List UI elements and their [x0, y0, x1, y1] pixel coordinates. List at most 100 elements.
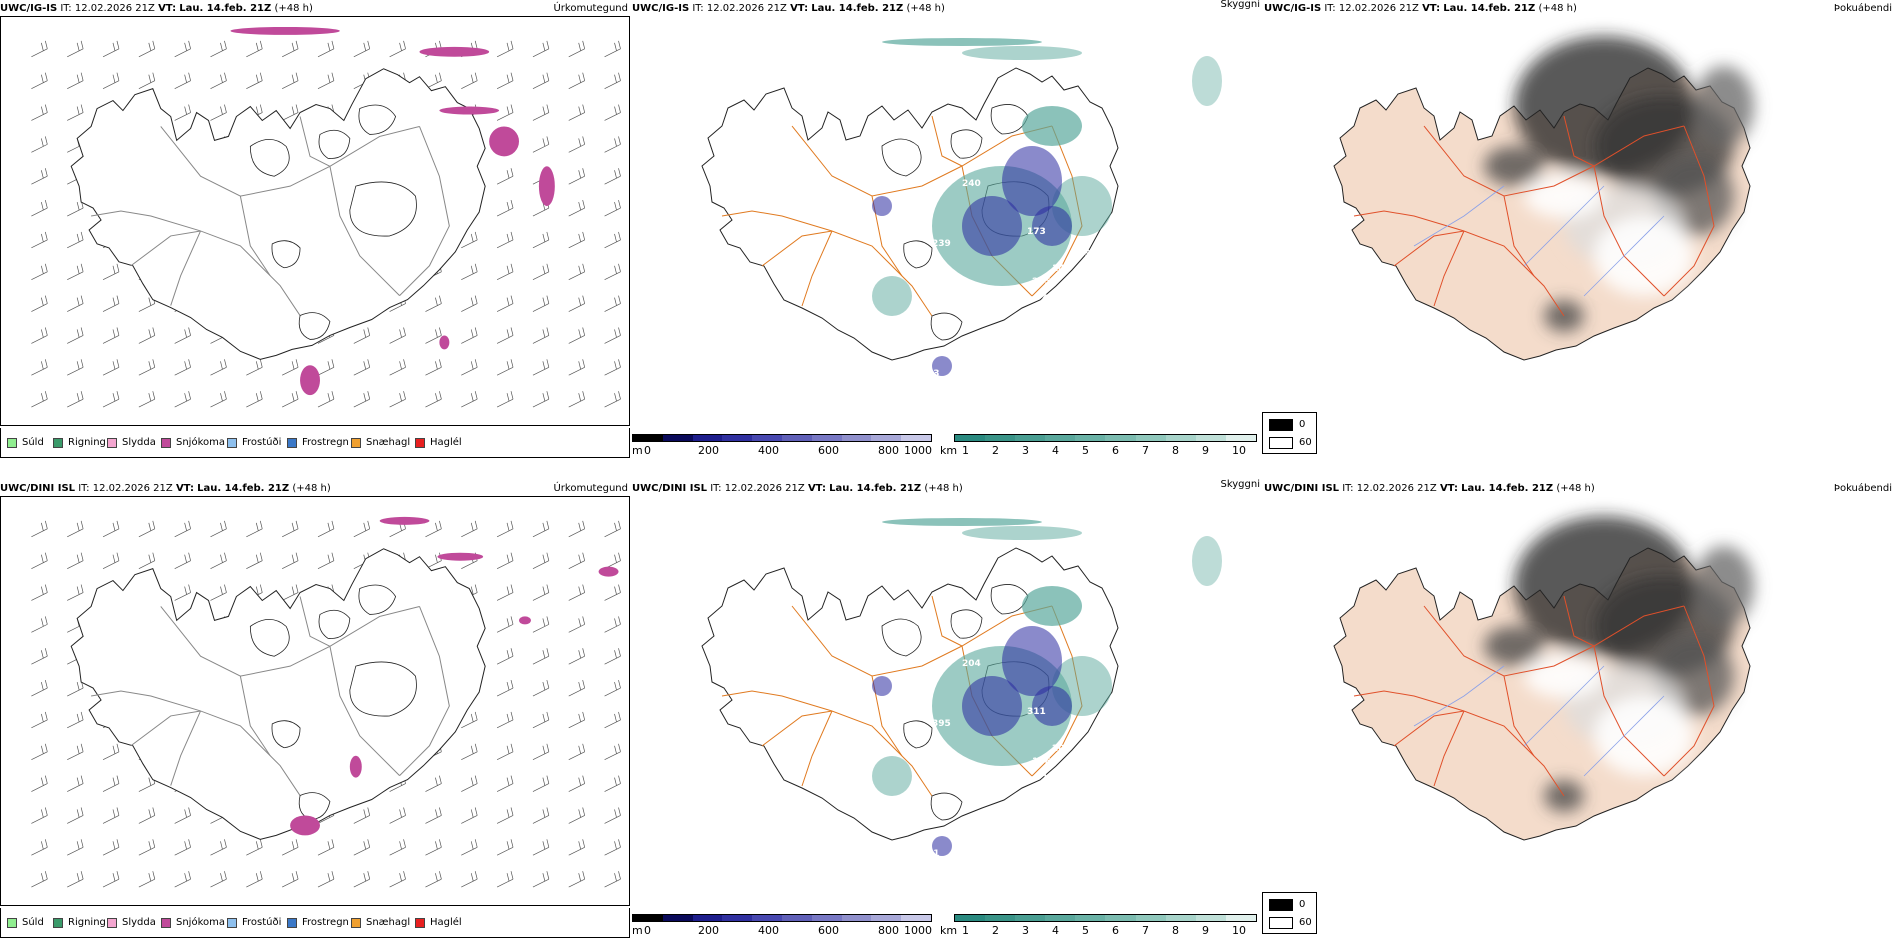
barb-shaft — [532, 303, 550, 312]
barb-flag — [510, 295, 514, 304]
barb-flag — [582, 104, 586, 113]
wind-barb — [496, 648, 514, 665]
visibility-tick: 10 — [1232, 444, 1246, 457]
barb-flag — [148, 841, 152, 850]
wind-barb — [568, 295, 586, 312]
wind-barb — [31, 359, 48, 376]
barb-flag — [220, 554, 223, 563]
barb-shaft — [102, 783, 120, 792]
wind-barb — [102, 552, 120, 569]
model-name: UWC/DINI ISL — [0, 483, 76, 494]
wind-barb — [210, 520, 227, 538]
barb-flag — [367, 391, 371, 400]
barb-flag — [331, 40, 335, 49]
barb-flag — [184, 393, 187, 402]
barb-shaft — [461, 528, 478, 538]
barb-flag — [403, 839, 406, 848]
wind-barb — [67, 104, 84, 121]
barb-flag — [618, 871, 621, 880]
barb-shaft — [67, 592, 84, 601]
wind-barb — [210, 40, 227, 58]
barb-flag — [510, 775, 514, 784]
cloud-panel-bottom: UWC/DINI ISL IT: 12.02.2026 21Z VT: Lau.… — [632, 479, 1317, 940]
barb-shaft — [496, 175, 514, 185]
barb-flag — [255, 361, 259, 370]
wind-barb — [102, 359, 120, 376]
barb-flag — [614, 265, 617, 274]
barb-flag — [152, 40, 156, 49]
wind-barb — [67, 807, 84, 824]
barb-shaft — [496, 271, 514, 281]
barb-shaft — [461, 335, 478, 344]
wind-barb — [67, 520, 84, 538]
barb-flag — [618, 136, 621, 145]
fog-patch — [1484, 626, 1544, 666]
barb-shaft — [102, 303, 120, 312]
barb-flag — [618, 775, 621, 784]
barb-shaft — [461, 366, 478, 376]
barb-shaft — [604, 687, 621, 697]
barb-shaft — [67, 846, 84, 856]
wind-barb — [353, 520, 371, 538]
barb-flag — [331, 359, 335, 368]
wind-barb — [604, 104, 621, 121]
wind-barb — [461, 871, 478, 888]
barb-shaft — [317, 560, 335, 569]
barb-shaft — [102, 398, 120, 408]
barb-flag — [188, 871, 191, 880]
legend-label: Snæhagl — [366, 917, 411, 928]
barb-flag — [435, 841, 438, 850]
barb-shaft — [67, 783, 84, 792]
wind-barb — [31, 104, 48, 121]
wind-barb — [210, 72, 227, 89]
low-ceiling-area — [932, 836, 952, 856]
barb-flag — [184, 329, 187, 338]
barb-flag — [470, 297, 474, 306]
barb-flag — [331, 391, 335, 400]
scales-legend: m 0 200 400 600 800 1000 km 1 2 3 4 5 6 … — [632, 892, 1322, 940]
vt-value: Lau. 14.feb. 21Z — [1443, 3, 1536, 14]
barb-shaft — [532, 624, 550, 633]
vt-value: Lau. 14.feb. 21Z — [1461, 483, 1554, 494]
barb-flag — [614, 329, 617, 338]
fog-patch — [1694, 66, 1754, 146]
wind-barb — [282, 359, 299, 376]
wind-barb — [568, 327, 586, 344]
legend-label: Slydda — [122, 437, 156, 448]
barb-flag — [403, 327, 406, 336]
ceiling-scale-step — [781, 915, 812, 921]
barb-flag — [80, 520, 84, 529]
barb-shaft — [317, 815, 335, 824]
barb-flag — [582, 72, 586, 81]
wind-barb — [282, 104, 299, 121]
barb-flag — [116, 871, 120, 880]
barb-flag — [259, 359, 263, 368]
ceiling-scale-step — [811, 435, 842, 441]
wind-barb — [102, 807, 120, 824]
legend-swatch — [107, 917, 117, 928]
barb-flag — [80, 871, 84, 880]
barb-shaft — [174, 878, 191, 888]
wind-barb — [317, 359, 335, 376]
barb-flag — [582, 520, 586, 529]
legend-item: Snæhagl — [351, 917, 410, 928]
barb-flag — [116, 263, 120, 272]
barb-flag — [184, 809, 187, 818]
visibility-scale-step — [1225, 435, 1256, 441]
wind-barb — [317, 72, 335, 89]
barb-flag — [295, 871, 299, 880]
barb-flag — [331, 871, 335, 880]
barb-flag — [44, 72, 48, 81]
barb-shaft — [532, 815, 550, 824]
visibility-tick: 8 — [1172, 924, 1179, 937]
visibility-tick: 4 — [1052, 924, 1059, 937]
iceland-map — [1333, 516, 1754, 841]
visibility-tick: 5 — [1082, 444, 1089, 457]
low-visibility-area — [872, 756, 912, 796]
wind-barb — [317, 520, 335, 538]
ceiling-unit: m — [632, 924, 643, 937]
barb-flag — [542, 329, 546, 338]
legend-item: Haglél — [415, 437, 462, 448]
barb-shaft — [138, 335, 155, 344]
barb-shaft — [604, 144, 621, 153]
